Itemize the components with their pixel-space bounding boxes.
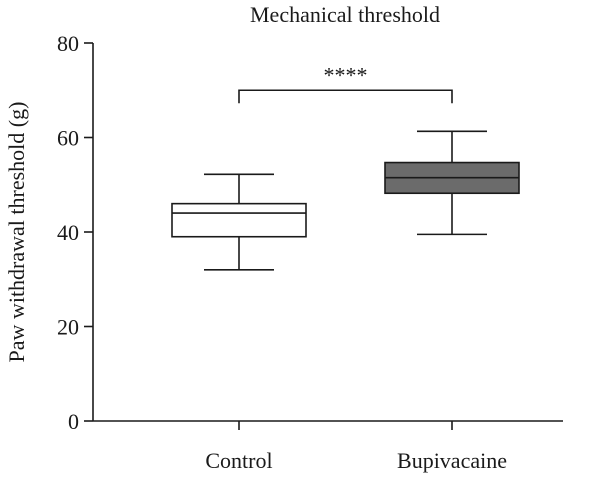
y-axis-label: Paw withdrawal threshold (g) [4,102,29,363]
boxes-layer [171,130,520,271]
iqr-box [171,202,307,238]
axes: 0 20 40 60 80 Control Bupivacaine [57,31,563,473]
y-tick-label: 40 [57,220,79,245]
x-tick-label: Bupivacaine [397,448,507,473]
y-tick-label: 60 [57,126,79,151]
x-tick-label: Control [205,448,272,473]
significance-label: **** [324,62,368,87]
y-tick-label: 20 [57,315,79,340]
box-bupivacaine [384,130,520,236]
annotations-layer: **** [238,62,453,104]
chart-title: Mechanical threshold [250,2,440,27]
bracket-line [238,89,453,104]
significance-bracket: **** [238,62,453,104]
y-tick-label: 80 [57,31,79,56]
y-tick-label: 0 [68,409,79,434]
box-control [171,173,307,271]
